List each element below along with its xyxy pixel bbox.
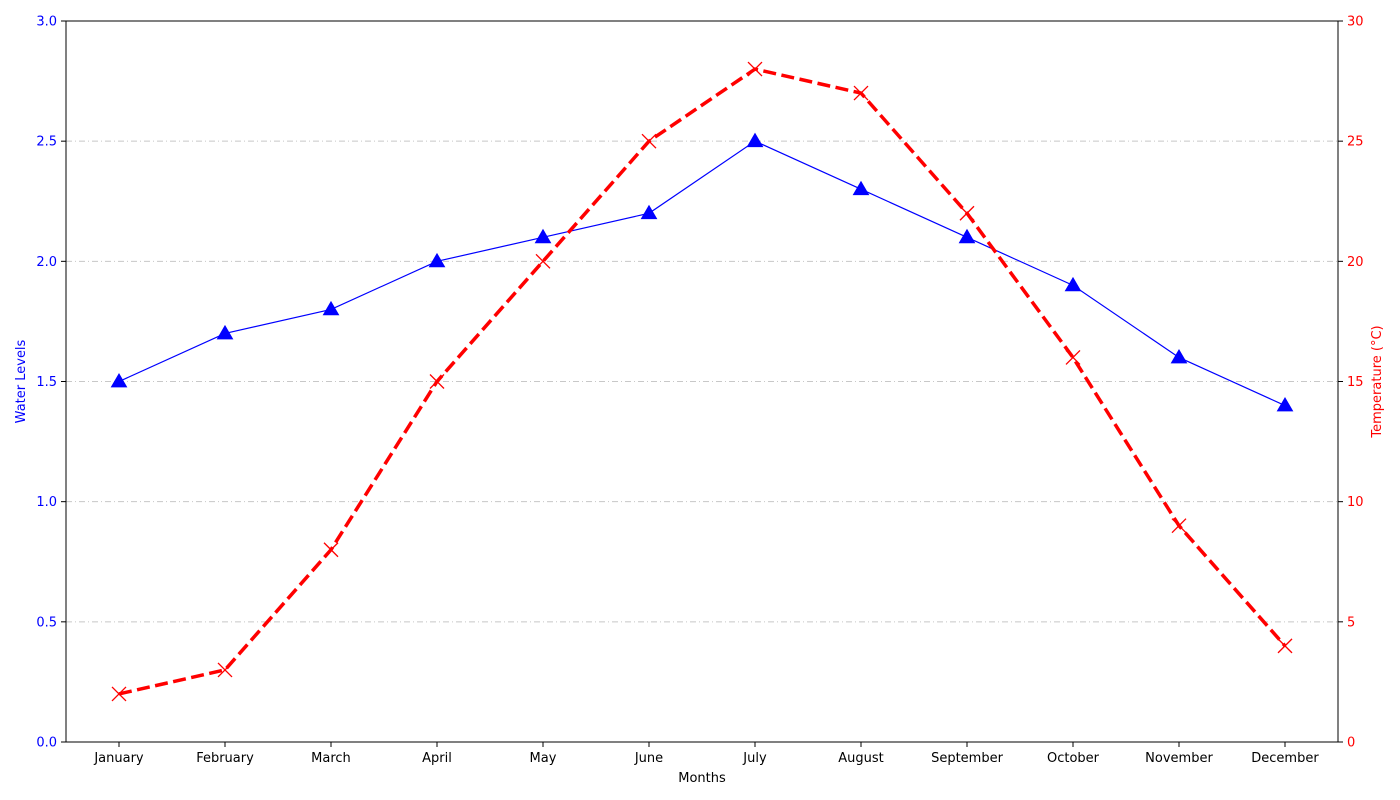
x-tick-label: April: [422, 751, 452, 766]
right-tick-label: 30: [1347, 15, 1364, 30]
temperature-point: [323, 542, 339, 558]
temperature-point: [1065, 350, 1081, 365]
temperature-line: [118, 67, 1287, 696]
x-marker-stroke: [1065, 350, 1081, 365]
x-tick-label: July: [742, 751, 767, 766]
temperature-point: [535, 253, 551, 269]
ticks-layer: 0.0 0.5 1.0 1.5 2.0 2.5 3.0 0 5 10 15 20 25 30 January…: [36, 15, 1363, 767]
water-levels-point: [534, 228, 552, 244]
x-tick-label: October: [1047, 751, 1100, 766]
x-marker-stroke: [747, 61, 763, 77]
temperature-point: [853, 85, 869, 101]
right-tick-label: 10: [1347, 495, 1364, 510]
water-levels-point: [746, 132, 764, 148]
x-tick-label: January: [93, 751, 144, 766]
grid-lines: [66, 140, 1338, 623]
x-marker-stroke: [641, 133, 657, 149]
x-marker-stroke: [535, 253, 551, 269]
temperature-point: [959, 205, 975, 221]
x-tick-label: June: [634, 751, 663, 766]
x-marker-stroke: [217, 662, 233, 678]
x-tick-label: March: [311, 751, 351, 766]
x-tick-label: August: [838, 751, 884, 766]
x-tick-label: November: [1145, 751, 1213, 766]
x-marker-stroke: [111, 686, 127, 702]
x-marker-stroke: [1171, 518, 1187, 534]
right-tick-label: 15: [1347, 375, 1364, 390]
water-levels-point: [852, 180, 870, 196]
x-marker-stroke: [323, 542, 339, 558]
x-tick-label: February: [196, 751, 254, 766]
x-marker-stroke: [429, 374, 445, 389]
water-levels-point: [216, 324, 234, 340]
left-tick-label: 2.0: [36, 255, 57, 270]
series-layer: [110, 61, 1294, 702]
water-levels-point: [640, 204, 658, 220]
x-marker-stroke: [853, 85, 869, 101]
temperature-point: [217, 662, 233, 678]
left-tick-label: 3.0: [36, 15, 57, 30]
left-tick-label: 0.0: [36, 736, 57, 751]
temperature-point: [111, 686, 127, 702]
x-marker-stroke: [1277, 638, 1293, 654]
water-levels-point: [428, 252, 446, 268]
temperature-point: [1171, 518, 1187, 534]
water-levels-point: [1170, 348, 1188, 364]
x-tick-label: May: [530, 751, 557, 766]
x-axis-label: Months: [678, 771, 726, 786]
right-tick-label: 20: [1347, 255, 1364, 270]
temperature-point: [641, 133, 657, 149]
water-levels-point: [322, 300, 340, 316]
left-tick-label: 1.5: [36, 375, 57, 390]
water-levels-point: [110, 373, 128, 388]
right-y-axis-label: Temperature (°C): [1370, 325, 1385, 438]
temperature-point: [429, 374, 445, 389]
water-levels-point: [958, 228, 976, 244]
water-levels-point: [1276, 397, 1294, 412]
right-tick-label: 5: [1347, 615, 1355, 630]
water-levels-line: [118, 140, 1286, 407]
right-tick-label: 0: [1347, 736, 1355, 751]
left-tick-label: 2.5: [36, 135, 57, 150]
temperature-point: [1277, 638, 1293, 654]
x-tick-label: December: [1251, 751, 1319, 766]
right-tick-label: 25: [1347, 135, 1364, 150]
left-tick-label: 1.0: [36, 495, 57, 510]
x-tick-label: September: [931, 751, 1004, 766]
left-tick-label: 0.5: [36, 615, 57, 630]
water-levels-point: [1064, 276, 1082, 292]
temperature-point: [747, 61, 763, 77]
left-y-axis-label: Water Levels: [14, 339, 29, 423]
x-marker-stroke: [959, 205, 975, 221]
